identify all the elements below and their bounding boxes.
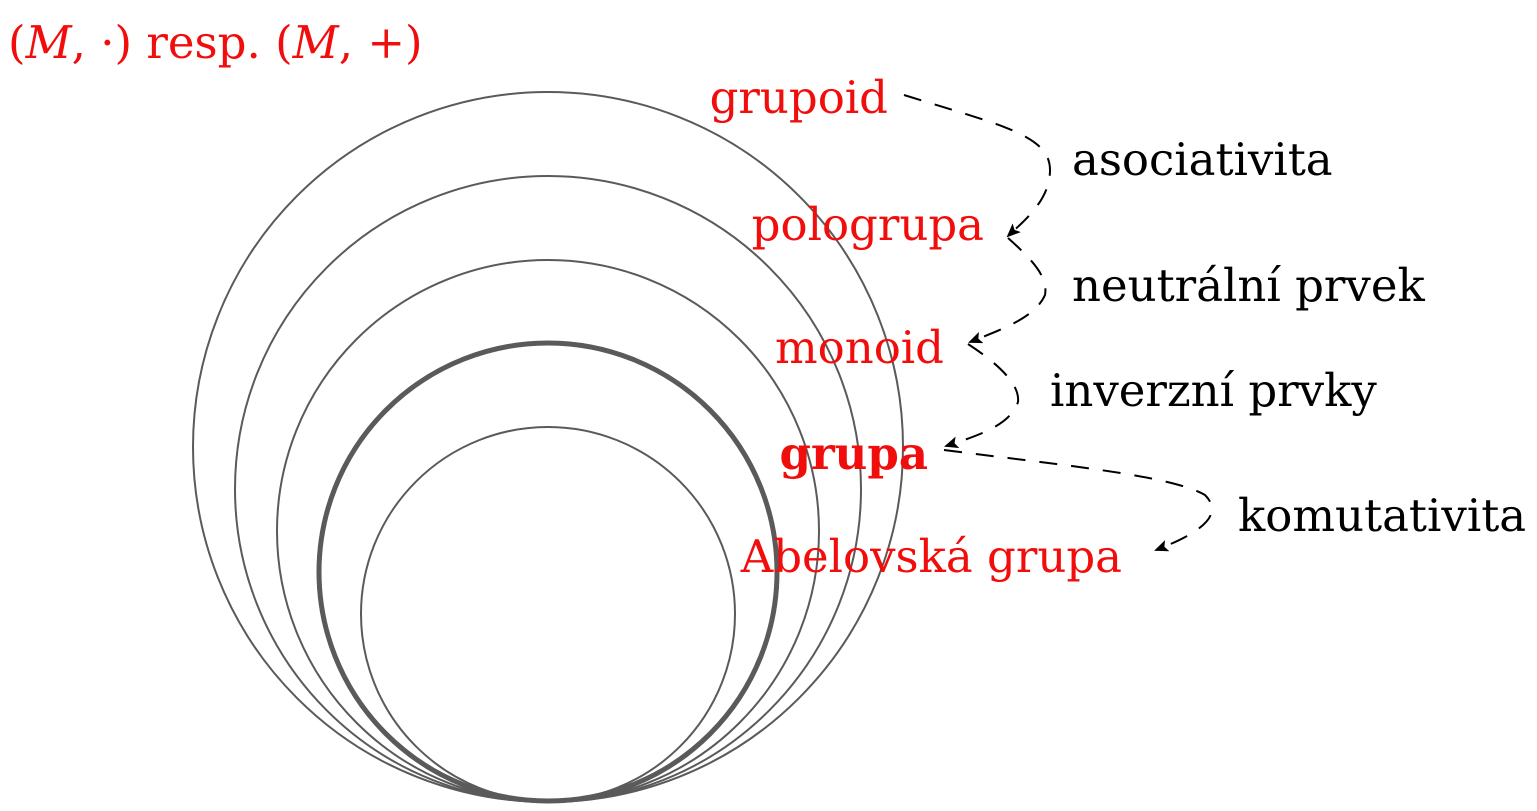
label-grupa: grupa [779,427,928,480]
property-inverzni-prvky: inverzní prvky [1050,364,1377,417]
header-paren-1: ( [8,16,26,69]
label-pologrupa: pologrupa [752,198,984,251]
property-komutativita: komutativita [1238,489,1526,542]
circle-grupa [316,340,780,804]
header-set-1: M [25,16,73,69]
arrow-pologrupa-to-monoid [968,237,1047,344]
circle-pologrupa [234,175,862,803]
header-expression: (M, ·) resp. (M, +) [8,16,423,69]
property-asociativita: asociativita [1072,133,1333,186]
arrow-monoid-to-grupa [944,343,1020,449]
label-abelovska-grupa: Abelovská grupa [740,530,1122,583]
label-grupoid: grupoid [710,71,888,124]
label-monoid: monoid [775,321,944,374]
arrow-grupoid-to-pologrupa [903,94,1052,238]
property-neutralni-prvek: neutrální prvek [1072,259,1425,312]
header-operation-1: , ·) [72,16,132,69]
header-set-2: M [292,16,340,69]
header-resp: resp. [132,16,275,69]
header-paren-2: ( [275,16,293,69]
circle-abelovska-grupa [360,426,736,802]
header-operation-2: , +) [339,16,423,69]
